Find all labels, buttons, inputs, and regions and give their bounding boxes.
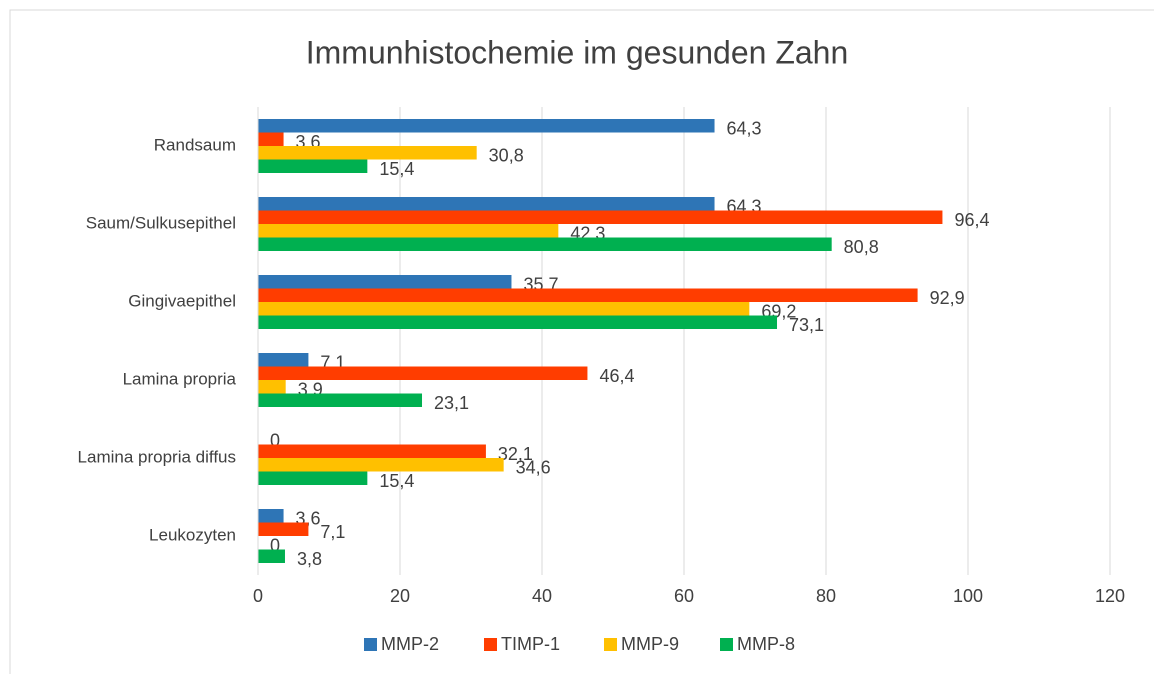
data-label: 7,1 — [320, 522, 345, 542]
bar — [258, 315, 778, 329]
legend-swatch — [364, 638, 377, 651]
data-label: 32,1 — [498, 444, 533, 464]
bar — [258, 380, 286, 394]
legend-swatch — [604, 638, 617, 651]
y-tick-label: Leukozyten — [149, 525, 236, 544]
bar — [258, 393, 423, 407]
bar — [258, 237, 832, 251]
data-label: 15,4 — [379, 159, 414, 179]
bar — [258, 458, 504, 472]
data-label: 23,1 — [434, 393, 469, 413]
legend-swatch — [484, 638, 497, 651]
bar — [258, 159, 368, 173]
data-label: 30,8 — [489, 146, 524, 166]
bar — [258, 197, 715, 211]
bar — [258, 444, 486, 458]
x-tick-label: 20 — [390, 586, 410, 606]
data-label: 73,1 — [789, 315, 824, 335]
legend-label: MMP-9 — [621, 634, 679, 654]
x-tick-label: 0 — [253, 586, 263, 606]
y-tick-label: Saum/Sulkusepithel — [86, 213, 236, 232]
y-tick-label: Lamina propria diffus — [78, 447, 236, 466]
x-tick-label: 100 — [953, 586, 983, 606]
y-tick-label: Gingivaepithel — [128, 291, 236, 310]
data-label: 34,6 — [516, 458, 551, 478]
data-label: 15,4 — [379, 471, 414, 491]
bar — [258, 522, 309, 536]
bar — [258, 146, 477, 160]
bar — [258, 366, 588, 380]
bar — [258, 549, 285, 563]
x-tick-label: 80 — [816, 586, 836, 606]
legend-swatch — [720, 638, 733, 651]
data-label: 46,4 — [599, 366, 634, 386]
bar — [258, 210, 943, 224]
data-label: 92,9 — [930, 288, 965, 308]
bar — [258, 353, 309, 367]
data-label: 0 — [270, 536, 280, 556]
legend-label: TIMP-1 — [501, 634, 560, 654]
bar — [258, 288, 918, 302]
data-label: 96,4 — [954, 210, 989, 230]
data-label: 80,8 — [844, 237, 879, 257]
bar — [258, 224, 559, 238]
x-tick-label: 40 — [532, 586, 552, 606]
bar — [258, 119, 715, 133]
bar — [258, 471, 368, 485]
y-tick-label: Randsaum — [154, 135, 236, 154]
chart-border — [9, 9, 1154, 674]
y-tick-label: Lamina propria — [123, 369, 237, 388]
data-label: 0 — [270, 431, 280, 451]
data-label: 3,8 — [297, 549, 322, 569]
bar — [258, 275, 512, 289]
legend-label: MMP-8 — [737, 634, 795, 654]
legend-label: MMP-2 — [381, 634, 439, 654]
bar — [258, 132, 284, 146]
data-label: 64,3 — [727, 119, 762, 139]
x-tick-label: 120 — [1095, 586, 1125, 606]
bar — [258, 509, 284, 523]
x-tick-label: 60 — [674, 586, 694, 606]
chart-title: Immunhistochemie im gesunden Zahn — [306, 34, 849, 70]
bar — [258, 302, 750, 316]
